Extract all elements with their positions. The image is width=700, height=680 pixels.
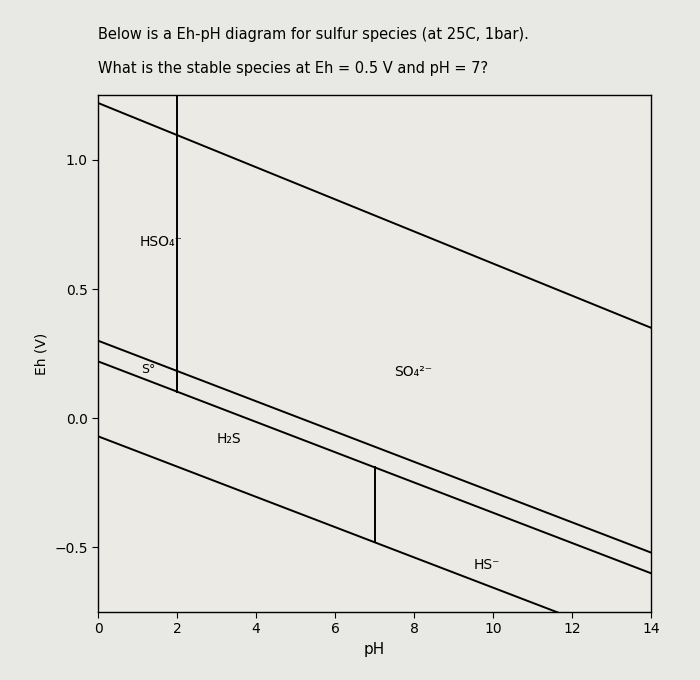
X-axis label: pH: pH [364,642,385,657]
Text: SO₄²⁻: SO₄²⁻ [394,364,433,379]
Y-axis label: Eh (V): Eh (V) [34,333,48,375]
Text: What is the stable species at Eh = 0.5 V and pH = 7?: What is the stable species at Eh = 0.5 V… [98,61,488,76]
Text: Below is a Eh-pH diagram for sulfur species (at 25C, 1bar).: Below is a Eh-pH diagram for sulfur spec… [98,27,529,42]
Text: S°: S° [141,362,156,375]
Text: HSO₄⁻: HSO₄⁻ [139,235,183,250]
Text: H₂S: H₂S [216,432,241,446]
Text: HS⁻: HS⁻ [473,558,500,573]
